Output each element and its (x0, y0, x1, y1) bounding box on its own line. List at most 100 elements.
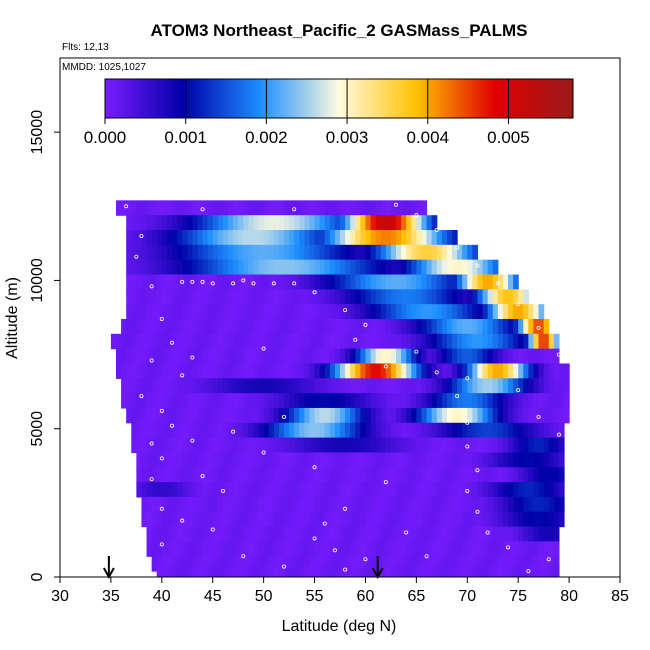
heat-cell (309, 230, 316, 246)
heat-cell (233, 378, 239, 394)
heat-cell (268, 318, 275, 335)
heat-cell (278, 452, 285, 468)
heat-cell (543, 526, 550, 543)
heat-cell (253, 215, 260, 231)
heat-cell (238, 200, 244, 216)
heat-cell (299, 333, 305, 350)
heat-cell (360, 422, 367, 439)
heat-cell (411, 393, 417, 409)
heat-cell (390, 407, 397, 424)
heat-cell (360, 274, 367, 290)
heat-cell (411, 259, 417, 276)
heat-cell (396, 215, 402, 231)
heat-cell (416, 304, 423, 320)
heat-cell (492, 452, 499, 468)
heat-cell (187, 274, 193, 290)
sample-point (312, 536, 317, 541)
heat-cell (360, 333, 367, 350)
sample-point (343, 506, 348, 511)
heat-cell (126, 363, 132, 379)
heat-cell (477, 259, 484, 276)
heat-cell (243, 452, 249, 468)
heat-cell (518, 363, 524, 379)
heat-cell (355, 274, 361, 290)
heat-cell (141, 348, 148, 365)
heat-cell (294, 289, 300, 305)
heat-cell (329, 482, 336, 498)
heat-cell (477, 304, 484, 320)
heat-cell (304, 200, 311, 216)
heat-cell (166, 566, 173, 577)
heat-cell (278, 215, 285, 231)
heat-cell (258, 526, 265, 543)
heat-cell (289, 437, 295, 454)
heat-cell (426, 437, 433, 454)
heat-cell (131, 259, 137, 276)
heat-cell (370, 274, 377, 290)
heat-cell (273, 437, 280, 454)
heat-cell (406, 244, 412, 261)
heat-cell (207, 318, 214, 335)
heat-cell (141, 511, 148, 528)
colorbar-tick-label: 0.005 (487, 128, 530, 147)
x-tick-label: 85 (611, 588, 629, 605)
heat-cell (452, 422, 458, 439)
heat-cell (172, 274, 178, 290)
heat-cell (263, 511, 270, 528)
sample-point (343, 567, 348, 572)
heat-cell (309, 244, 316, 261)
heat-cell (212, 200, 219, 216)
heat-cell (375, 511, 382, 528)
heat-cell (278, 496, 285, 513)
heat-cell (248, 437, 255, 454)
heat-cell (258, 511, 265, 528)
heat-cell (273, 482, 280, 498)
heat-cell (309, 333, 316, 350)
heat-cell (263, 422, 270, 439)
heat-cell (258, 274, 265, 290)
heat-cell (467, 556, 473, 572)
sample-point (159, 506, 164, 511)
heat-cell (340, 215, 346, 231)
heat-cell (309, 437, 316, 454)
heat-cell (177, 244, 183, 261)
sample-point (414, 213, 419, 218)
heat-cell (166, 437, 173, 454)
heat-cell (334, 566, 341, 577)
heat-cell (492, 289, 499, 305)
heat-cell (177, 274, 183, 290)
heat-cell (564, 407, 570, 424)
heat-cell (273, 407, 280, 424)
heat-cell (411, 215, 417, 231)
heat-cell (304, 244, 311, 261)
heat-cell (523, 452, 529, 468)
heat-cell (187, 318, 193, 335)
heat-cell (508, 363, 514, 379)
heat-cell (558, 422, 565, 439)
heat-cell (334, 318, 341, 335)
heat-cell (253, 526, 260, 543)
heat-cell (263, 437, 270, 454)
heat-cell (192, 467, 199, 483)
heat-cell (146, 289, 153, 305)
sample-point (180, 518, 185, 523)
heat-cell (538, 541, 545, 557)
heat-cell (324, 304, 331, 320)
heat-cell (146, 511, 153, 528)
heat-cell (467, 393, 473, 409)
heat-cell (390, 274, 397, 290)
heat-cell (513, 482, 519, 498)
heat-cell (548, 526, 555, 543)
heat-cell (441, 289, 448, 305)
heat-cell (482, 348, 489, 365)
heat-cell (258, 363, 265, 379)
heat-cell (192, 274, 199, 290)
heat-cell (401, 511, 407, 528)
heat-cell (452, 437, 458, 454)
heat-cell (340, 452, 346, 468)
heat-cell (309, 422, 316, 439)
heat-cell (289, 378, 295, 394)
heat-cell (462, 496, 468, 513)
sample-point (124, 204, 129, 209)
heat-cell (309, 363, 316, 379)
